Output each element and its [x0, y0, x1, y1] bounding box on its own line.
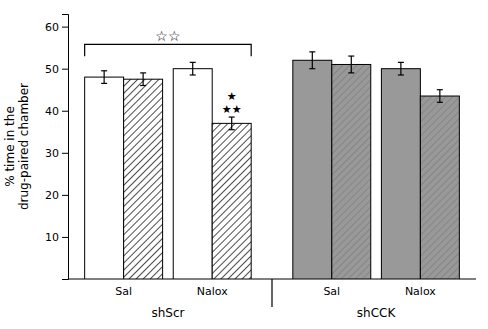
y-tick: 40 [45, 105, 68, 118]
chart-container: 10 20 30 40 50 60 % time in thedrug-paired cha… [0, 0, 488, 329]
error-bar [101, 71, 107, 84]
error-bar [140, 73, 146, 86]
error-line [231, 117, 232, 130]
error-bar [348, 56, 354, 73]
error-cap [398, 74, 404, 75]
error-bar [190, 62, 196, 75]
error-bar [398, 62, 404, 75]
y-axis-line [62, 15, 69, 280]
group-label: shScr [151, 306, 184, 320]
y-tick-label: 30 [45, 147, 59, 160]
error-cap [348, 72, 354, 73]
y-tick-label: 20 [45, 189, 59, 202]
y-axis-title: % time in thedrug-paired chamber [3, 83, 31, 210]
y-tick: 10 [45, 231, 68, 244]
error-bar [437, 90, 443, 103]
error-cap [101, 70, 107, 71]
error-cap [229, 116, 235, 117]
error-line [104, 71, 105, 84]
error-cap [437, 102, 443, 103]
y-tick-label: 60 [45, 21, 59, 34]
y-tick: 20 [45, 189, 68, 202]
error-cap [190, 74, 196, 75]
group-label: shCCK [357, 306, 397, 320]
y-tick-mark [62, 27, 68, 28]
error-cap [101, 83, 107, 84]
y-tick-label: 40 [45, 105, 59, 118]
bar [332, 64, 371, 279]
y-tick-mark [62, 195, 68, 196]
annotation: ★★★ [222, 90, 242, 116]
y-tick-mark [62, 237, 68, 238]
significance-marker: ☆☆ [155, 28, 180, 44]
error-line [351, 56, 352, 73]
error-line [439, 90, 440, 103]
annotation: ☆☆ [85, 28, 252, 56]
bar [85, 77, 124, 279]
error-line [400, 62, 401, 75]
significance-marker: ★ [227, 90, 237, 103]
y-axis: 10 20 30 40 50 60 [45, 15, 69, 280]
y-tick-label: 10 [45, 231, 59, 244]
bar [212, 123, 251, 279]
bars [85, 52, 460, 279]
error-line [192, 62, 193, 75]
error-cap [437, 89, 443, 90]
significance-bracket [85, 44, 252, 56]
group-divider [271, 279, 272, 307]
error-cap [140, 85, 146, 86]
error-line [143, 73, 144, 86]
error-cap [140, 72, 146, 73]
error-line [312, 52, 313, 69]
error-cap [190, 62, 196, 63]
series [124, 56, 460, 279]
y-tick-mark [62, 153, 68, 154]
plot-area: 10 20 30 40 50 60 % time in thedrug-paired cha… [3, 15, 476, 321]
error-cap [309, 51, 315, 52]
error-cap [398, 62, 404, 63]
y-tick: 50 [45, 63, 68, 76]
y-tick: 60 [45, 21, 68, 34]
significance-marker: ★★ [222, 103, 242, 116]
category-label: Sal [115, 285, 132, 298]
category-label: Sal [323, 285, 340, 298]
chart-svg: 10 20 30 40 50 60 % time in thedrug-paired cha… [0, 0, 488, 329]
error-cap [348, 55, 354, 56]
y-tick: 30 [45, 147, 68, 160]
y-tick-mark [62, 69, 68, 70]
category-label: Nalox [197, 285, 228, 298]
error-bar [309, 52, 315, 69]
series [85, 52, 421, 279]
error-bar [229, 117, 235, 130]
bar [420, 96, 459, 279]
bar [124, 79, 163, 279]
bar [381, 69, 420, 279]
error-cap [309, 68, 315, 69]
category-label: Nalox [405, 285, 436, 298]
y-tick-mark [62, 111, 68, 112]
bar [173, 69, 212, 279]
bar [293, 60, 332, 279]
y-tick-label: 50 [45, 63, 59, 76]
error-cap [229, 129, 235, 130]
